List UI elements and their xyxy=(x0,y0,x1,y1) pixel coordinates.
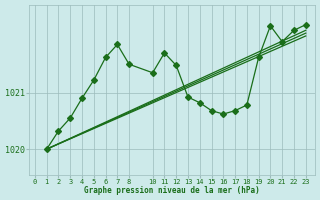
X-axis label: Graphe pression niveau de la mer (hPa): Graphe pression niveau de la mer (hPa) xyxy=(84,186,260,195)
